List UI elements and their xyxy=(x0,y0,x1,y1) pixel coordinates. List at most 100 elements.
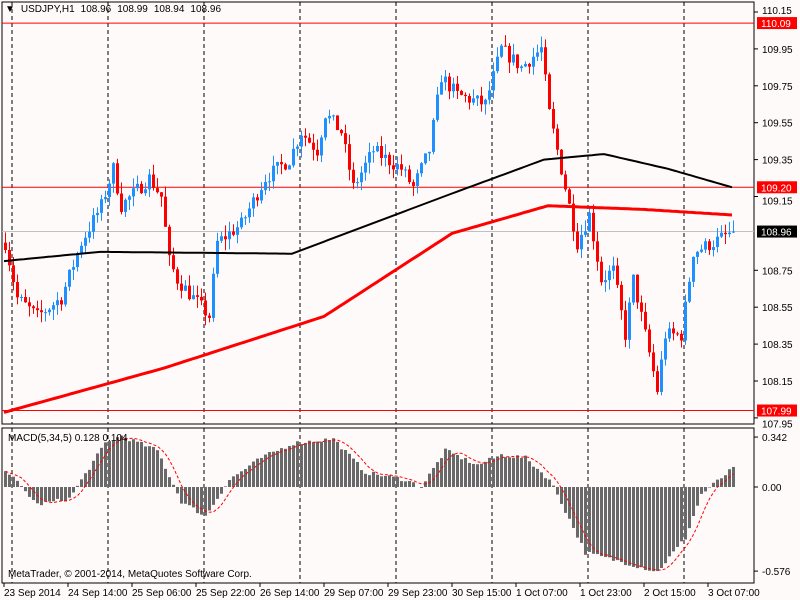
macd-bar xyxy=(512,457,515,487)
price-axis-label: 109.95 xyxy=(762,45,793,56)
macd-bar xyxy=(720,478,723,487)
macd-bar xyxy=(12,476,15,487)
candle xyxy=(116,163,119,194)
macd-bar xyxy=(20,486,23,487)
candle xyxy=(148,174,151,190)
price-level-label: 107.99 xyxy=(761,407,792,418)
candle xyxy=(200,296,203,301)
candle xyxy=(300,135,303,147)
macd-bar xyxy=(592,487,595,554)
candle xyxy=(376,145,379,152)
macd-bar xyxy=(268,452,271,487)
candle xyxy=(656,371,659,392)
macd-bar xyxy=(208,487,211,511)
candle xyxy=(144,189,147,194)
macd-bar xyxy=(520,458,523,487)
candle xyxy=(408,169,411,183)
macd-bar xyxy=(332,438,335,487)
macd-bar xyxy=(232,476,235,487)
candle xyxy=(672,328,675,334)
price-level-box xyxy=(757,181,797,194)
macd-bar xyxy=(212,487,215,505)
candle xyxy=(72,267,75,270)
candle xyxy=(588,212,591,232)
macd-bar xyxy=(136,441,139,487)
candle xyxy=(708,241,711,251)
macd-bar xyxy=(4,471,7,487)
macd-bar xyxy=(492,458,495,487)
macd-bar xyxy=(108,441,111,487)
macd-bar xyxy=(184,487,187,504)
macd-bar xyxy=(616,487,619,561)
macd-bar xyxy=(140,441,143,487)
candle xyxy=(444,76,447,83)
candle xyxy=(248,208,251,218)
macd-bar xyxy=(164,468,167,487)
candle xyxy=(516,54,519,69)
candle xyxy=(568,189,571,204)
macd-bar xyxy=(116,437,119,487)
candle xyxy=(168,226,171,256)
macd-bar xyxy=(628,487,631,566)
candle xyxy=(584,231,587,235)
candle xyxy=(440,82,443,95)
candle xyxy=(728,232,731,235)
macd-bar xyxy=(484,461,487,487)
macd-bar xyxy=(240,471,243,487)
dropdown-triangle-icon[interactable]: ▼ xyxy=(5,4,15,15)
candle xyxy=(448,76,451,92)
macd-pane-frame xyxy=(1,427,755,584)
candle xyxy=(556,128,559,150)
macd-bar xyxy=(300,444,303,487)
candle xyxy=(196,295,199,297)
macd-bar xyxy=(392,476,395,487)
macd-bar xyxy=(504,457,507,487)
candle xyxy=(52,305,55,310)
candle xyxy=(348,144,351,170)
time-axis-label: 1 Oct 07:00 xyxy=(516,588,568,599)
candle xyxy=(256,197,259,201)
macd-bar xyxy=(584,487,587,555)
candle xyxy=(324,118,327,138)
candle xyxy=(472,98,475,103)
macd-bar xyxy=(40,487,43,506)
candle xyxy=(572,203,575,232)
candle xyxy=(640,302,643,312)
candle xyxy=(396,164,399,170)
macd-bar xyxy=(524,455,527,487)
candle xyxy=(552,109,555,129)
price-level-box xyxy=(757,225,797,238)
macd-bar xyxy=(532,466,535,487)
candle xyxy=(360,172,363,183)
candle xyxy=(104,197,107,200)
candle xyxy=(316,149,319,156)
candle xyxy=(60,300,63,305)
candle xyxy=(400,164,403,170)
candle xyxy=(548,74,551,110)
candle xyxy=(524,63,527,67)
candle xyxy=(592,212,595,242)
main-pane-frame xyxy=(1,1,755,425)
candle xyxy=(356,182,359,184)
candle xyxy=(580,234,583,250)
macd-label: MACD(5,34,5) xyxy=(8,433,72,444)
candle xyxy=(476,95,479,99)
candle xyxy=(272,165,275,182)
macd-bar xyxy=(464,457,467,487)
macd-bar xyxy=(168,477,171,487)
candle xyxy=(692,256,695,282)
macd-bar xyxy=(596,487,599,555)
candle xyxy=(676,333,679,335)
candle xyxy=(696,251,699,257)
macd-bar xyxy=(244,469,247,487)
candle xyxy=(16,282,19,298)
macd-bar xyxy=(100,447,103,487)
candle xyxy=(432,119,435,152)
candle xyxy=(224,236,227,240)
macd-bar xyxy=(316,441,319,487)
macd-bar xyxy=(396,476,399,487)
macd-bar xyxy=(296,441,299,487)
macd-bar xyxy=(644,487,647,571)
time-axis-label: 25 Sep 22:00 xyxy=(196,588,256,599)
